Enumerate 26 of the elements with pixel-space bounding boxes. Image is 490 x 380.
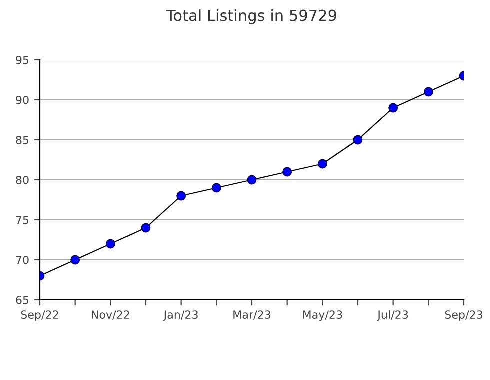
x-tick-label: Jul/23 — [377, 310, 408, 322]
x-tick-label: Sep/22 — [21, 310, 58, 322]
point — [106, 239, 116, 249]
x-tick-label: May/23 — [303, 310, 342, 322]
y-tick-label: 65 — [16, 296, 29, 304]
point — [353, 135, 363, 145]
y-tick-label: 75 — [16, 216, 29, 224]
x-tick-label: Mar/23 — [234, 310, 271, 320]
point — [176, 191, 186, 201]
chart-title: Total Listings in 59729 — [166, 10, 336, 24]
y-tick-label: 70 — [16, 256, 29, 264]
point — [318, 159, 328, 169]
point — [141, 223, 151, 233]
y-tick-label: 90 — [16, 96, 29, 104]
x-tick-label: Sep/23 — [445, 310, 483, 322]
y-tick-label: 95 — [16, 56, 29, 64]
y-tick-label: 85 — [16, 136, 29, 144]
point — [70, 255, 80, 265]
y-tick-label: 80 — [16, 176, 29, 184]
point — [247, 175, 257, 185]
point — [424, 87, 434, 97]
point — [282, 167, 292, 177]
x-tick-label: Jan/23 — [163, 310, 198, 322]
x-tick-label: Nov/22 — [92, 310, 130, 320]
point — [388, 103, 398, 113]
point — [212, 183, 222, 193]
